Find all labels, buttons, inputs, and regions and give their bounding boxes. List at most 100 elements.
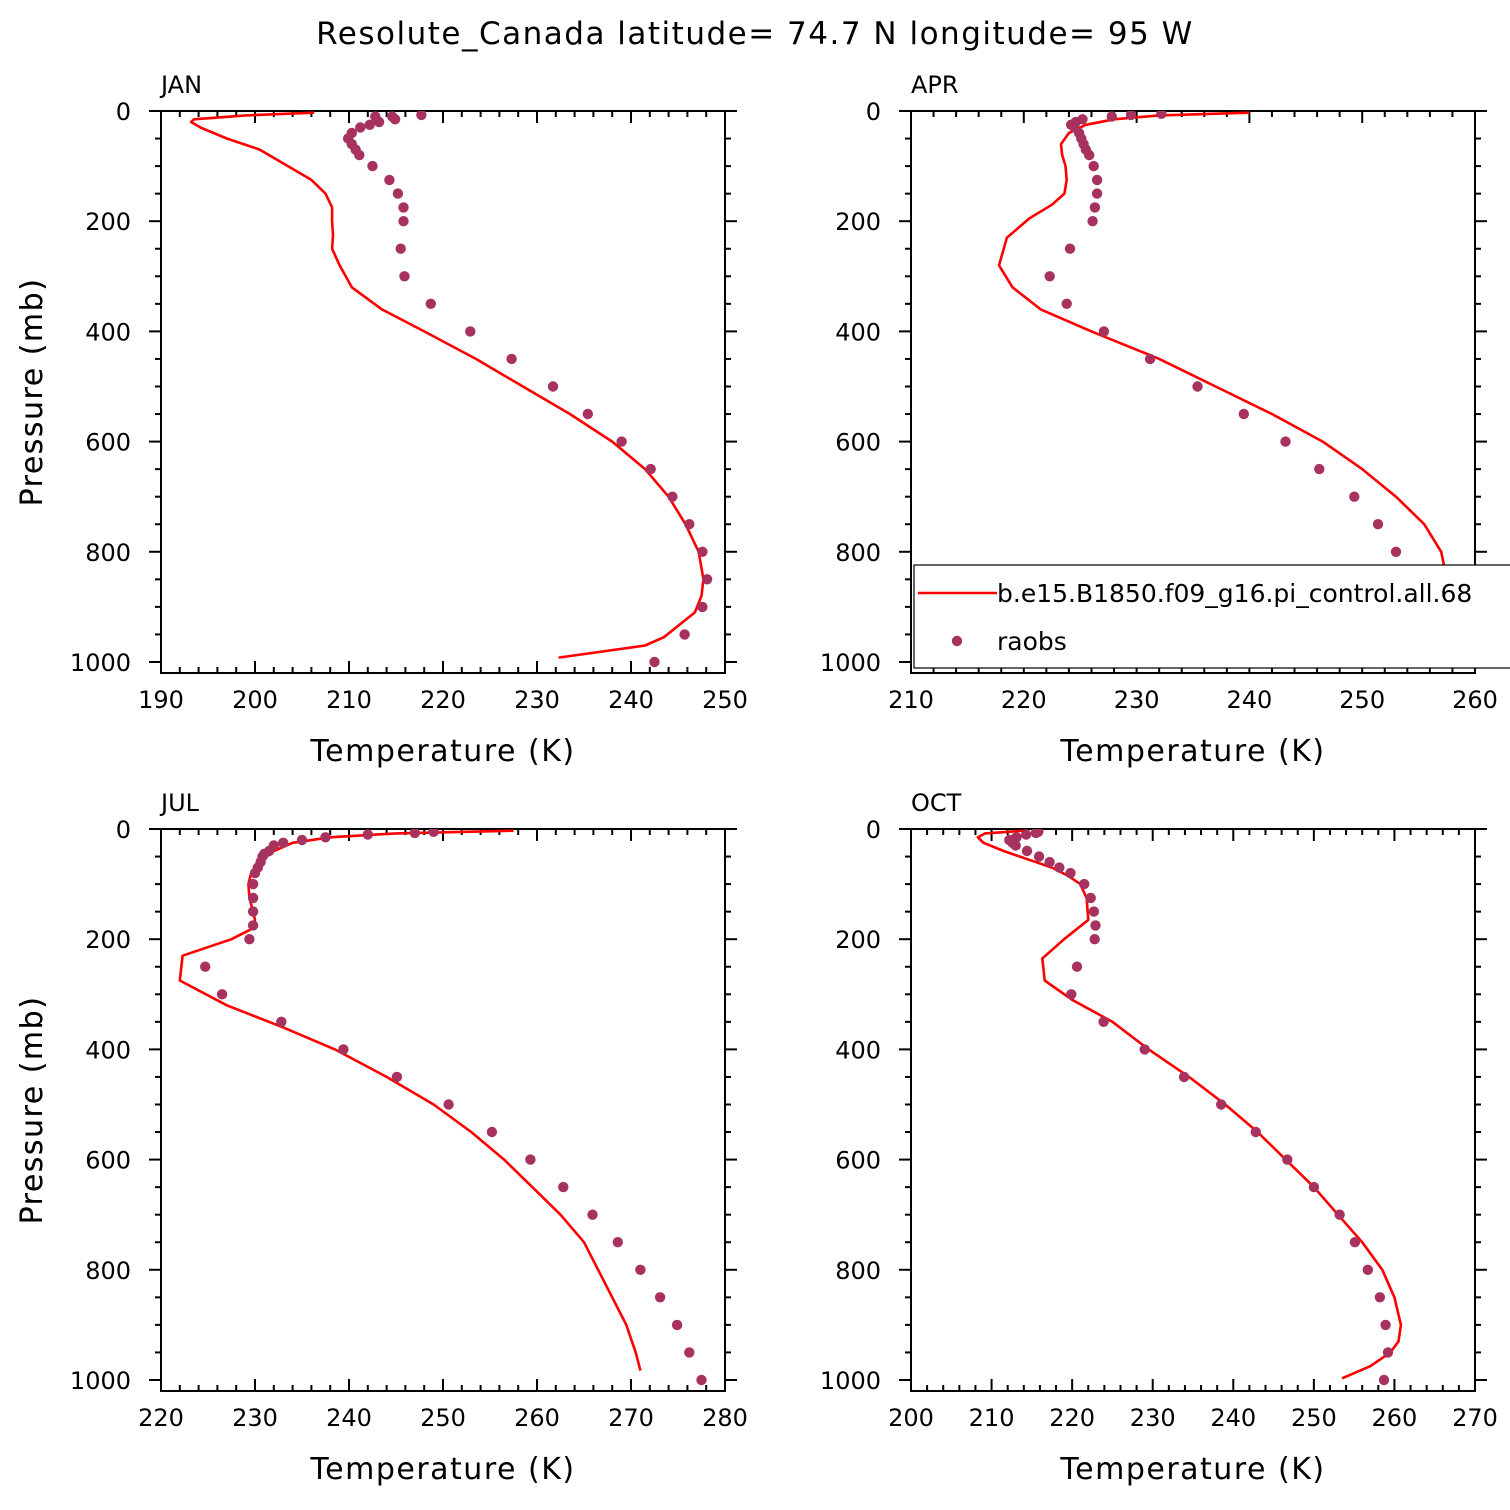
obs-point (587, 1209, 598, 1220)
y-axis-label: Pressure (mb) (15, 278, 50, 507)
obs-point (547, 381, 559, 392)
obs-point (667, 491, 678, 502)
obs-point (1084, 149, 1095, 161)
obs-point (1020, 829, 1032, 840)
obs-point (296, 834, 308, 846)
y-tick-label: 200 (835, 926, 881, 954)
x-tick-label: 250 (420, 1404, 466, 1432)
obs-point (1144, 353, 1156, 365)
model-line (976, 829, 1403, 1380)
obs-point (1098, 1016, 1109, 1027)
y-tick-label: 1000 (820, 649, 881, 677)
y-tick-label: 0 (116, 816, 131, 844)
y-tick-label: 800 (835, 1257, 881, 1285)
x-tick-label: 250 (1291, 1404, 1337, 1432)
obs-points (1004, 829, 1394, 1386)
obs-point (684, 519, 695, 530)
x-axis-label: Temperature (K) (1059, 1452, 1325, 1487)
panel-label: OCT (911, 789, 962, 817)
plot-frame (160, 110, 726, 674)
obs-point (247, 920, 259, 931)
obs-point (354, 149, 365, 161)
x-tick-label: 200 (232, 686, 278, 714)
legend-box (913, 564, 1510, 669)
x-tick-label: 240 (326, 1404, 372, 1432)
x-tick-label: 280 (702, 1404, 748, 1432)
y-tick-label: 400 (85, 318, 131, 346)
obs-point (1282, 1154, 1293, 1165)
obs-point (697, 601, 708, 613)
y-tick-label: 800 (85, 539, 131, 567)
obs-point (654, 1292, 666, 1303)
obs-point (1044, 856, 1055, 868)
obs-point (465, 326, 476, 337)
obs-point (1139, 1044, 1150, 1055)
obs-point (416, 111, 427, 121)
y-tick-label: 600 (835, 1147, 881, 1175)
x-tick-label: 250 (702, 686, 748, 714)
legend-model-label: b.e15.B1850.f09_g16.pi_control.all.68 (997, 579, 1472, 608)
obs-point (1065, 867, 1076, 879)
obs-point (1085, 892, 1096, 904)
y-tick-label: 0 (866, 816, 881, 844)
y-tick-label: 600 (85, 1147, 131, 1175)
obs-point (1061, 298, 1072, 309)
obs-point (1066, 989, 1077, 1000)
panel-label: JUL (159, 789, 200, 817)
obs-point (1098, 326, 1110, 337)
x-tick-label: 250 (1339, 686, 1385, 714)
obs-point (392, 188, 404, 199)
y-tick-label: 600 (835, 429, 881, 457)
legend: b.e15.B1850.f09_g16.pi_control.all.68rao… (913, 564, 1510, 669)
obs-point (1192, 381, 1203, 392)
x-axis-label: Temperature (K) (309, 1452, 575, 1487)
y-tick-label: 200 (85, 208, 131, 236)
obs-point (391, 1071, 403, 1083)
obs-point (1250, 1126, 1262, 1138)
x-tick-label: 240 (1226, 686, 1272, 714)
x-tick-label: 240 (608, 686, 654, 714)
obs-point (1106, 111, 1118, 122)
obs-point (1372, 519, 1384, 530)
x-tick-label: 260 (514, 1404, 560, 1432)
obs-point (635, 1264, 646, 1276)
y-tick-label: 1000 (70, 649, 131, 677)
obs-point (367, 160, 378, 172)
obs-point (395, 243, 406, 254)
obs-point (1349, 1237, 1361, 1248)
plot-frame (160, 828, 726, 1392)
obs-point (320, 832, 331, 843)
x-tick-label: 230 (514, 686, 560, 714)
y-tick-label: 400 (835, 1036, 881, 1064)
obs-point (1010, 840, 1021, 851)
panel-jan: JAN 190 200 210 220 230 240 250 0 200 400 600 800 100… (15, 71, 748, 769)
obs-point (697, 546, 708, 557)
x-tick-label: 220 (420, 686, 466, 714)
x-tick-label: 210 (969, 1404, 1015, 1432)
obs-point (247, 892, 259, 904)
y-tick-label: 1000 (70, 1367, 131, 1395)
obs-point (399, 271, 410, 282)
legend-obs-label: raobs (997, 627, 1067, 656)
obs-point (373, 116, 385, 128)
obs-points (342, 111, 713, 668)
legend-obs-swatch (951, 635, 963, 647)
obs-point (1390, 546, 1402, 557)
obs-point (684, 1347, 695, 1358)
x-tick-label: 230 (232, 1404, 278, 1432)
obs-point (1334, 1209, 1345, 1220)
obs-point (1308, 1181, 1320, 1193)
obs-point (645, 463, 656, 475)
obs-point (701, 574, 713, 585)
obs-point (506, 353, 517, 365)
obs-point (1314, 463, 1325, 475)
obs-point (1021, 845, 1033, 857)
obs-point (1156, 111, 1167, 119)
obs-point (1030, 829, 1042, 839)
y-tick-label: 800 (85, 1257, 131, 1285)
obs-point (582, 408, 593, 420)
y-tick-label: 1000 (820, 1367, 881, 1395)
x-tick-label: 260 (1452, 686, 1498, 714)
obs-point (612, 1237, 623, 1248)
